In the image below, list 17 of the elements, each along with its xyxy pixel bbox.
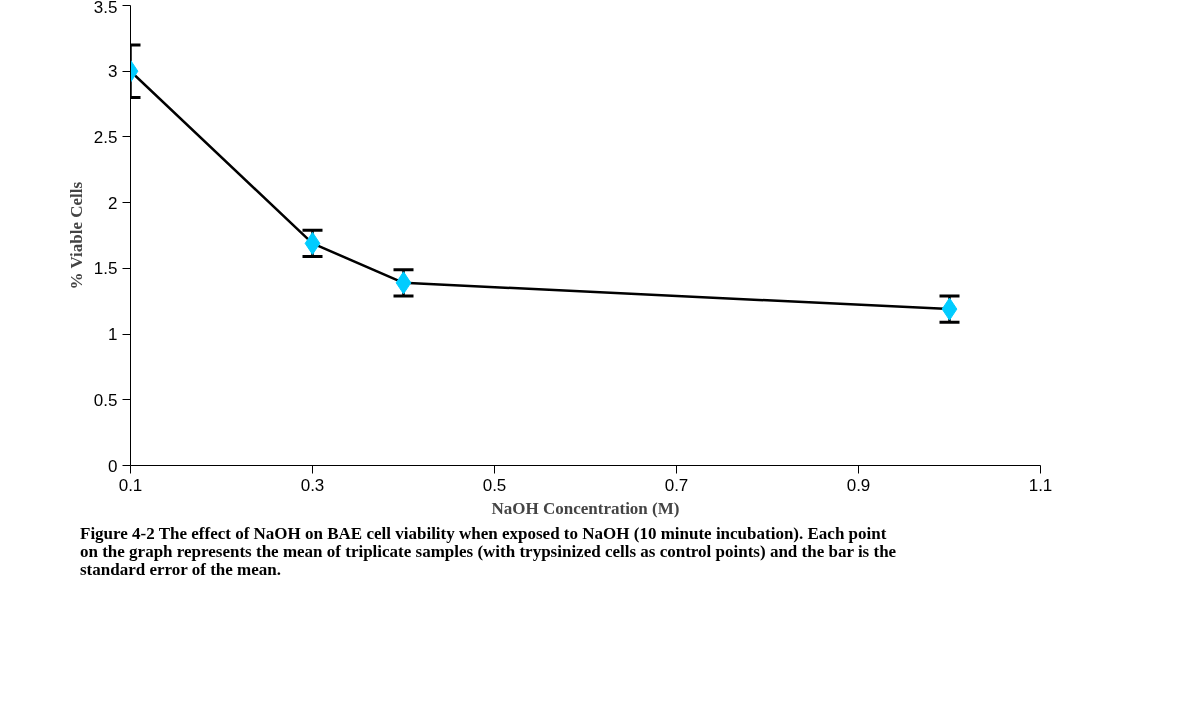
y-tick-label: 1: [108, 325, 118, 345]
x-tick-label: 0.7: [664, 475, 689, 495]
x-tick-label: 0.5: [482, 475, 507, 495]
y-tick-label: 2.5: [93, 127, 118, 147]
x-tick-label: 1.1: [1028, 475, 1053, 495]
x-axis-title: NaOH Concentration (M): [491, 498, 680, 518]
x-tick-label: 0.3: [300, 475, 325, 495]
y-axis-title: % Viable Cells: [66, 181, 86, 290]
y-tick-label: 2: [108, 193, 118, 213]
y-tick-label: 0.5: [93, 390, 118, 410]
x-tick-label: 0.1: [118, 475, 143, 495]
y-tick-label: 3: [108, 62, 118, 82]
y-tick-label: 0: [108, 456, 118, 476]
y-tick-label: 1.5: [93, 259, 118, 279]
x-tick-label: 0.9: [846, 475, 871, 495]
y-tick-label: 3.5: [93, 0, 118, 17]
caption: Figure 4-2 The effect of NaOH on BAE cell viability when exposed to NaOH (10 minute incubation). Each point on the graph represents the mean of triplicate samples (with trypsinized cells as control points) and the bar is the standard error of the mean.: [80, 524, 898, 579]
